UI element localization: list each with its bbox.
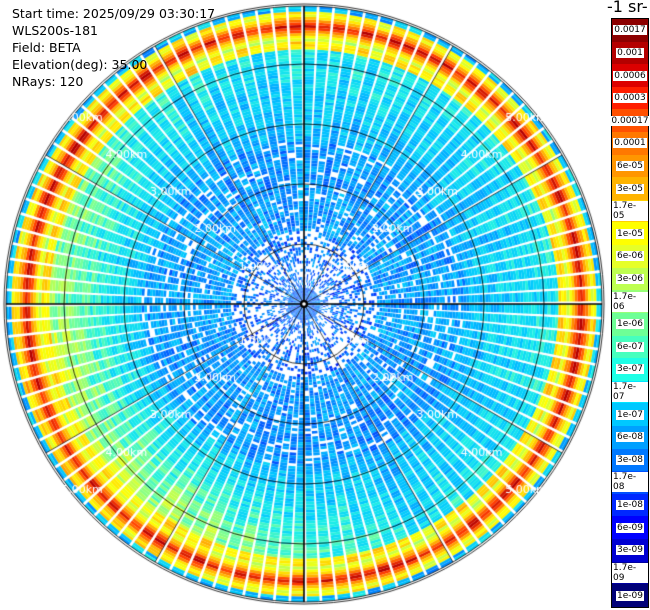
colorbar-label: 6e-06 <box>616 251 644 262</box>
colorbar-segment: 1.7e-05 <box>612 199 648 223</box>
colorbar-label: 6e-07 <box>616 341 644 352</box>
colorbar-label: 0.001 <box>616 47 644 58</box>
colorbar-label: 3e-06 <box>616 274 644 284</box>
colorbar-segment: 6e-05 <box>612 154 648 178</box>
colorbar-segment: 6e-06 <box>612 245 648 268</box>
colorbar-segment: 6e-08 <box>612 425 648 449</box>
colorbar-segment: 1.7e-07 <box>612 380 648 404</box>
colorbar-label: 3e-05 <box>616 183 644 194</box>
colorbar-label: 0.0006 <box>613 70 647 81</box>
colorbar-segment: 0.0006 <box>612 64 648 87</box>
colorbar-label: 1e-08 <box>616 500 644 511</box>
colorbar-segment: 1e-08 <box>612 493 648 517</box>
colorbar-segment: 0.0003 <box>612 86 648 110</box>
colorbar-segment: 1.7e-09 <box>612 561 648 585</box>
colorbar-segment: 1.7e-08 <box>612 471 648 494</box>
colorbar-label: 3e-08 <box>616 454 644 465</box>
colorbar-segment: 1.7e-06 <box>612 290 648 313</box>
colorbar-label: 1e-06 <box>616 319 644 330</box>
colorbar-label: 6e-08 <box>616 432 644 443</box>
colorbar-label: 3e-07 <box>616 364 644 375</box>
colorbar-label: 0.00017 <box>610 115 650 126</box>
colorbar-label: 1.7e-06 <box>612 291 648 312</box>
colorbar-label: 6e-05 <box>616 160 644 171</box>
colorbar-label: 1e-09 <box>616 590 644 601</box>
colorbar-label: 0.0001 <box>613 138 647 149</box>
colorbar-label: 0.0017 <box>613 25 647 36</box>
colorbar-segment: 1e-06 <box>612 312 648 336</box>
colorbar-label: 1e-05 <box>616 228 644 239</box>
start-time-text: Start time: 2025/09/29 03:30:17 <box>12 6 216 21</box>
colorbar: 0.0017 0.001 0.0006 0.0003 0.00017 0.0001 6e-0… <box>610 18 650 608</box>
colorbar-label: 6e-09 <box>616 522 644 533</box>
colorbar-segment: 0.001 <box>612 41 648 65</box>
colorbar-segment: 3e-08 <box>612 448 648 472</box>
colorbar-segment: 3e-06 <box>612 267 648 291</box>
colorbar-segment: 6e-07 <box>612 335 648 359</box>
field-text: Field: BETA <box>12 40 81 55</box>
scan-info: Start time: 2025/09/29 03:30:17 WLS200s-… <box>12 5 215 90</box>
nrays-text: NRays: 120 <box>12 74 84 89</box>
colorbar-segment: 1e-09 <box>612 584 648 607</box>
colorbar-segment: 1e-05 <box>612 222 648 246</box>
colorbar-label: 1.7e-05 <box>612 201 648 222</box>
colorbar-segment: 3e-07 <box>612 358 648 381</box>
colorbar-segment: 3e-09 <box>612 539 648 562</box>
colorbar-segment: 0.0001 <box>612 132 648 155</box>
colorbar-title: -1 sr- <box>607 0 648 16</box>
colorbar-segment: 3e-05 <box>612 177 648 200</box>
colorbar-label: 1.7e-09 <box>612 562 648 583</box>
colorbar-label: 0.0003 <box>613 93 647 104</box>
ppi-scan-plot <box>0 0 610 610</box>
colorbar-label: 1.7e-07 <box>612 382 648 403</box>
instrument-text: WLS200s-181 <box>12 23 98 38</box>
colorbar-segment: 6e-09 <box>612 516 648 540</box>
elevation-text: Elevation(deg): 35.00 <box>12 57 148 72</box>
colorbar-segment: 0.00017 <box>610 109 650 133</box>
colorbar-segment: 0.0017 <box>612 19 648 42</box>
colorbar-label: 3e-09 <box>616 545 644 556</box>
colorbar-label: 1e-07 <box>616 409 644 420</box>
colorbar-segment: 1e-07 <box>612 403 648 426</box>
colorbar-label: 1.7e-08 <box>612 472 648 493</box>
